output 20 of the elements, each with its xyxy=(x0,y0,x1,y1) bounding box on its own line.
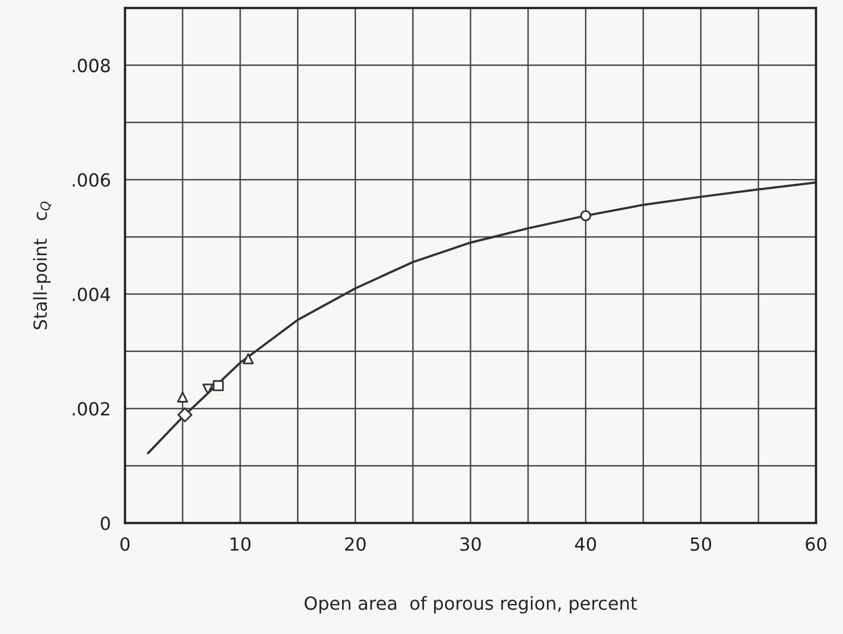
x-tick-label: 30 xyxy=(460,537,481,551)
x-axis-title: Open area of porous region, percent xyxy=(304,596,637,614)
x-tick-label: 0 xyxy=(120,537,130,551)
x-tick-label: 50 xyxy=(690,537,712,551)
point xyxy=(212,380,224,392)
point xyxy=(177,407,192,422)
x-tick-label: 40 xyxy=(575,537,596,551)
point xyxy=(177,392,188,403)
y-tick-label: .004 xyxy=(72,288,110,302)
y-axis-title: Stall-point c$_{Q}$ xyxy=(33,202,52,330)
x-tick-label: 60 xyxy=(806,537,826,551)
y-tick-label: .008 xyxy=(72,58,110,72)
x-tick-label: 20 xyxy=(345,537,366,551)
y-tick-label: .002 xyxy=(72,402,110,416)
line-series xyxy=(146,181,816,454)
x-tick-label: 10 xyxy=(230,537,250,551)
point xyxy=(580,210,592,222)
y-tick-label: .006 xyxy=(72,173,110,187)
y-tick-label: 0 xyxy=(100,516,110,530)
point xyxy=(242,353,254,364)
